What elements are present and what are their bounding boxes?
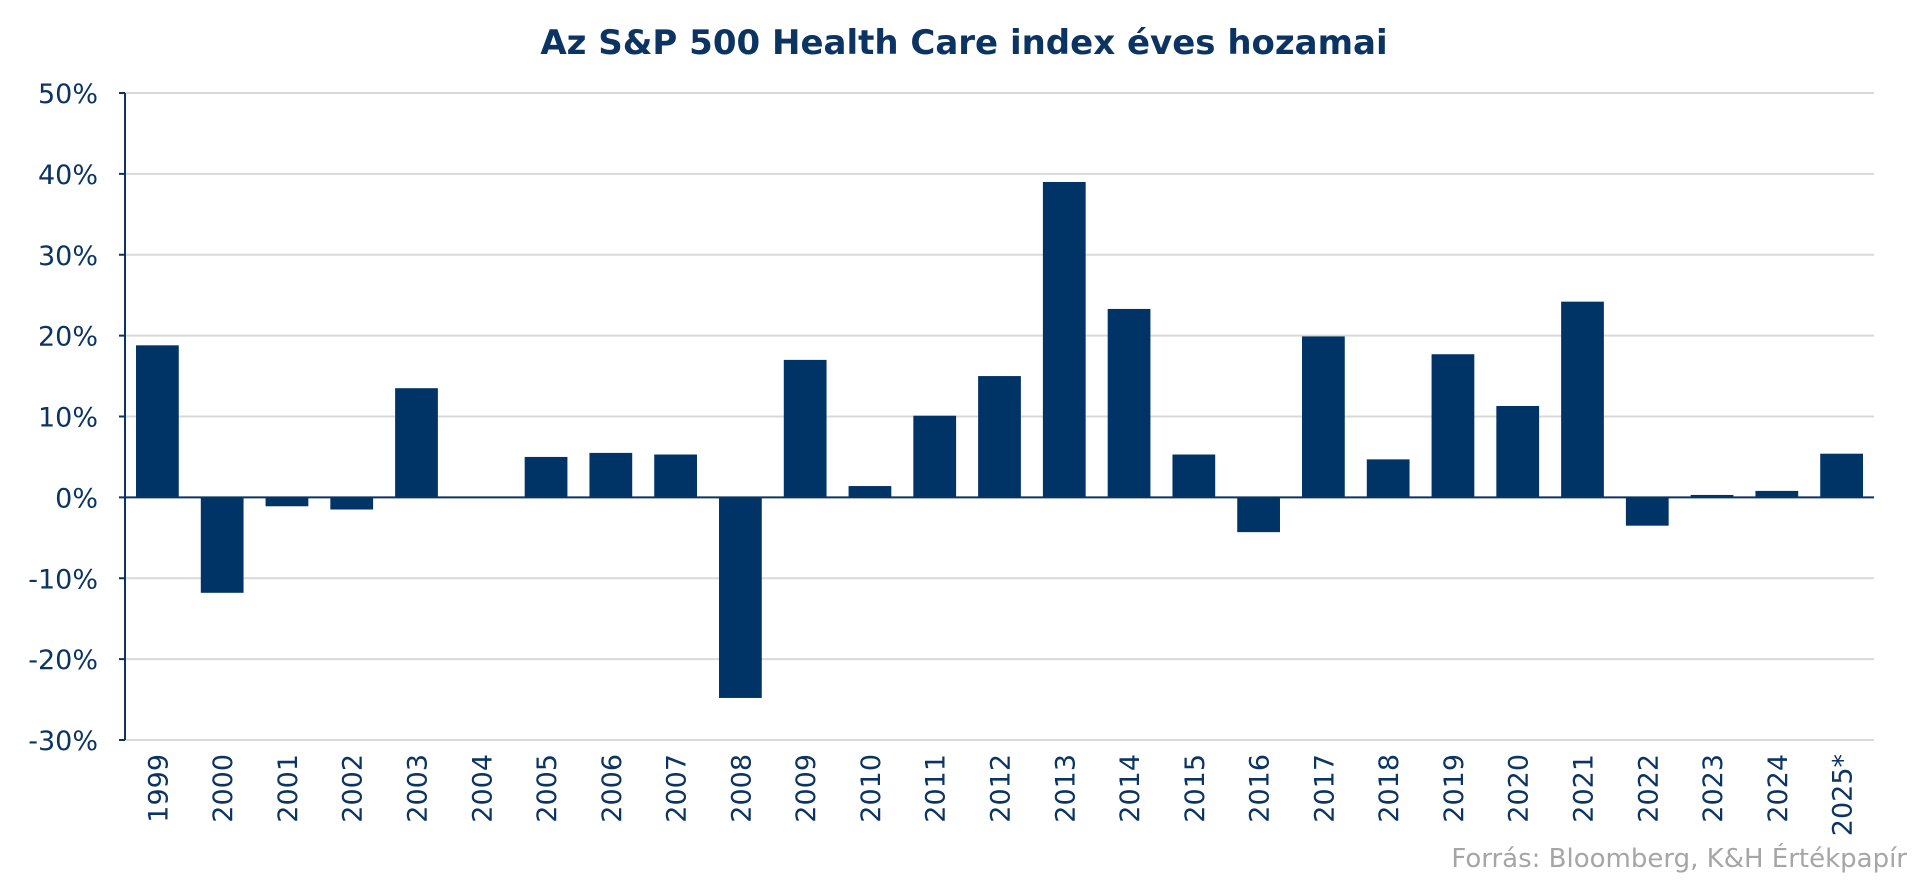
x-tick-label: 2006 [597,754,628,823]
x-tick-label: 1999 [143,754,174,823]
x-tick-label: 2015 [1180,754,1211,823]
bar-2007 [654,454,697,498]
y-tick-label: 0% [55,483,98,514]
y-tick-label: -20% [28,645,98,676]
x-tick-label: 2014 [1115,754,1146,823]
bar-1999 [136,345,179,498]
x-tick-label: 2000 [208,754,239,823]
x-tick-label: 2019 [1439,754,1470,823]
y-tick-label: 30% [38,241,98,272]
x-tick-label: 2007 [662,754,693,823]
bar-2020 [1496,405,1540,498]
bar-2008 [719,497,762,698]
x-tick-label: 2018 [1374,754,1405,823]
x-tick-label: 2013 [1050,754,1081,823]
bar-2023 [1690,494,1734,498]
bar-2024 [1755,490,1799,498]
bar-2014 [1107,308,1151,498]
bar-2018 [1366,459,1410,498]
bar-2025* [1820,453,1863,498]
source-note: Forrás: Bloomberg, K&H Értékpapír [1451,842,1907,874]
bar-2011 [913,415,957,498]
x-tick-label: 2012 [986,754,1017,823]
x-tick-label: 2003 [403,754,434,823]
bar-2005 [524,456,568,498]
x-tick-label: 2020 [1504,754,1535,823]
bar-2019 [1431,354,1475,498]
x-tick-label: 2009 [791,754,822,823]
x-tick-label: 2010 [856,754,887,823]
x-tick-label: 2011 [921,754,952,823]
bar-2021 [1561,301,1604,498]
x-tick-label: 2023 [1698,754,1729,823]
y-tick-label: 20% [38,322,98,353]
x-tick-label: 2017 [1309,754,1340,823]
x-tick-label: 2005 [532,754,563,823]
bar-2015 [1172,454,1216,498]
x-tick-label: 2008 [726,754,757,823]
x-tick-label: 2021 [1569,754,1600,823]
bar-2017 [1302,336,1345,498]
y-tick-label: 40% [38,160,98,191]
bar-2010 [848,486,892,498]
bars [136,181,1863,698]
x-tick-label: 2022 [1633,754,1664,823]
x-tick-label: 2004 [467,754,498,823]
bar-2001 [265,497,309,507]
bar-2000 [200,497,244,593]
x-tick-label: 2002 [338,754,369,823]
bar-2009 [783,359,827,498]
y-tick-label: 10% [38,403,98,434]
x-tick-label: 2016 [1245,754,1276,823]
bar-2003 [395,388,438,498]
x-tick-label: 2025* [1828,754,1859,836]
x-tick-labels: 1999 2000 2001 2002 2003 2004 2005 2006 2007 2008… [143,754,1858,836]
bar-2006 [589,452,633,498]
y-tick-label: -10% [28,564,98,595]
bar-2022 [1625,497,1669,526]
x-tick-label: 2001 [273,754,304,823]
y-tick-labels: 50% 40% 30% 20% 10% 0% -10% -20% -30% [28,79,98,757]
bar-2016 [1237,497,1280,533]
chart-title: Az S&P 500 Health Care index éves hozama… [540,23,1387,63]
y-tick-label: -30% [28,726,98,757]
bar-2012 [978,376,1021,498]
bar-2013 [1042,181,1086,498]
axes [119,92,1874,741]
y-tick-label: 50% [38,79,98,110]
x-tick-label: 2024 [1763,754,1794,823]
bar-2002 [330,497,374,510]
